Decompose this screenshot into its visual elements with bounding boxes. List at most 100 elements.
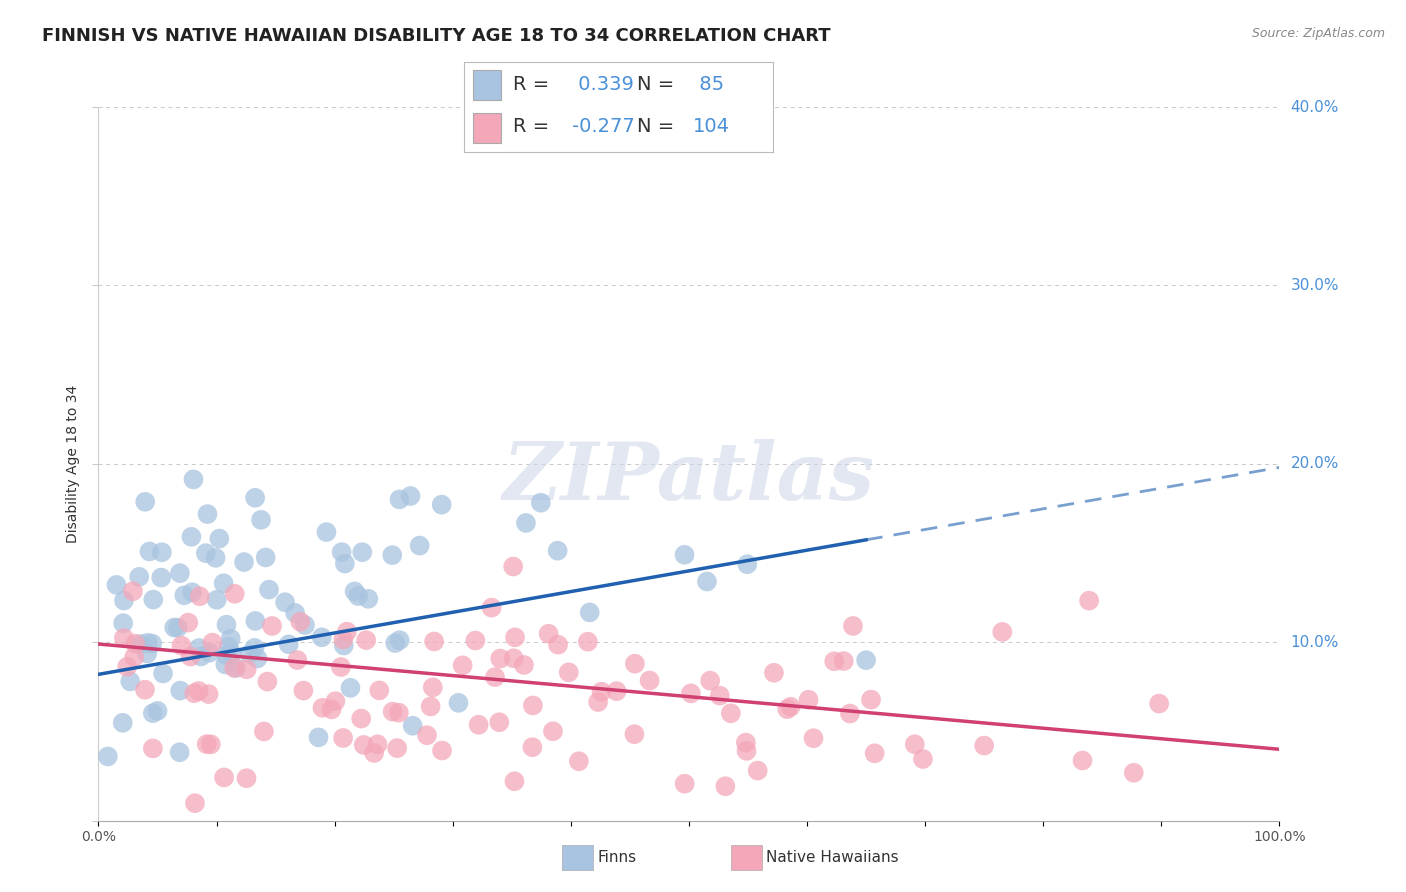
Bar — [474, 70, 501, 100]
Point — [201, 635, 224, 649]
Point — [368, 683, 391, 698]
Point — [423, 634, 446, 648]
Bar — [474, 113, 501, 143]
Point — [502, 651, 524, 665]
Point — [353, 738, 375, 752]
Point — [254, 550, 277, 565]
Point — [111, 715, 134, 730]
Point — [215, 648, 238, 662]
Point — [488, 715, 510, 730]
Text: N =: N = — [637, 117, 675, 136]
Point — [308, 731, 330, 745]
Point — [134, 682, 156, 697]
Point — [274, 595, 297, 609]
Point — [290, 615, 312, 629]
Point — [97, 749, 120, 764]
Point — [142, 706, 165, 720]
Point — [430, 743, 453, 757]
Point — [336, 624, 359, 639]
Point — [188, 589, 211, 603]
Point — [142, 741, 165, 756]
Point — [221, 646, 243, 660]
Point — [129, 637, 152, 651]
Point — [402, 719, 425, 733]
Point — [606, 684, 628, 698]
Point — [262, 619, 284, 633]
Point — [292, 683, 315, 698]
Text: -0.277: -0.277 — [572, 117, 636, 136]
Point — [467, 718, 489, 732]
Point — [352, 545, 374, 559]
Point — [122, 650, 145, 665]
Point — [122, 584, 145, 599]
Point — [568, 754, 591, 768]
Point — [198, 646, 221, 660]
Point — [1078, 593, 1101, 607]
Point — [464, 633, 486, 648]
Point — [547, 638, 569, 652]
Point — [325, 694, 347, 708]
Point — [547, 543, 569, 558]
Text: 0.339: 0.339 — [572, 75, 634, 95]
Point — [503, 774, 526, 789]
Point — [699, 673, 721, 688]
Point — [212, 771, 235, 785]
Text: 30.0%: 30.0% — [1291, 278, 1339, 293]
Point — [638, 673, 661, 688]
Point — [169, 566, 191, 581]
Point — [105, 578, 128, 592]
Point — [839, 706, 862, 721]
Point — [134, 495, 156, 509]
Point — [208, 532, 231, 546]
Point — [855, 653, 877, 667]
Point — [235, 662, 257, 676]
Point — [357, 591, 380, 606]
Point — [246, 651, 269, 665]
Text: ZIPatlas: ZIPatlas — [503, 440, 875, 516]
Point — [212, 576, 235, 591]
Point — [578, 606, 600, 620]
Point — [257, 582, 280, 597]
Point — [124, 637, 146, 651]
Point — [219, 632, 242, 646]
Point — [904, 737, 927, 751]
Point — [714, 779, 737, 793]
Point — [315, 524, 337, 539]
Point — [256, 674, 278, 689]
Point — [194, 546, 217, 560]
Point — [502, 559, 524, 574]
Point — [735, 744, 758, 758]
Point — [245, 614, 267, 628]
Text: 20.0%: 20.0% — [1291, 457, 1339, 471]
Point — [138, 544, 160, 558]
Point — [181, 585, 204, 599]
Point — [235, 771, 257, 785]
Text: FINNISH VS NATIVE HAWAIIAN DISABILITY AGE 18 TO 34 CORRELATION CHART: FINNISH VS NATIVE HAWAIIAN DISABILITY AG… — [42, 27, 831, 45]
Point — [447, 696, 470, 710]
Point — [354, 633, 377, 648]
Point — [224, 661, 246, 675]
Point — [333, 557, 356, 571]
Point — [973, 739, 995, 753]
Point — [141, 637, 163, 651]
Point — [115, 660, 138, 674]
Text: Finns: Finns — [598, 850, 637, 864]
Point — [205, 592, 228, 607]
Point — [911, 752, 934, 766]
Point — [243, 491, 266, 505]
Point — [720, 706, 742, 721]
Point — [277, 637, 299, 651]
Point — [177, 615, 200, 630]
Point — [408, 539, 430, 553]
Point — [112, 631, 135, 645]
Point — [522, 698, 544, 713]
Point — [120, 674, 142, 689]
Text: 40.0%: 40.0% — [1291, 100, 1339, 114]
Point — [503, 630, 526, 644]
Point — [224, 587, 246, 601]
Point — [112, 593, 135, 607]
Point — [166, 621, 188, 635]
Text: Native Hawaiians: Native Hawaiians — [766, 850, 898, 864]
Point — [489, 651, 512, 665]
Point — [381, 548, 404, 562]
